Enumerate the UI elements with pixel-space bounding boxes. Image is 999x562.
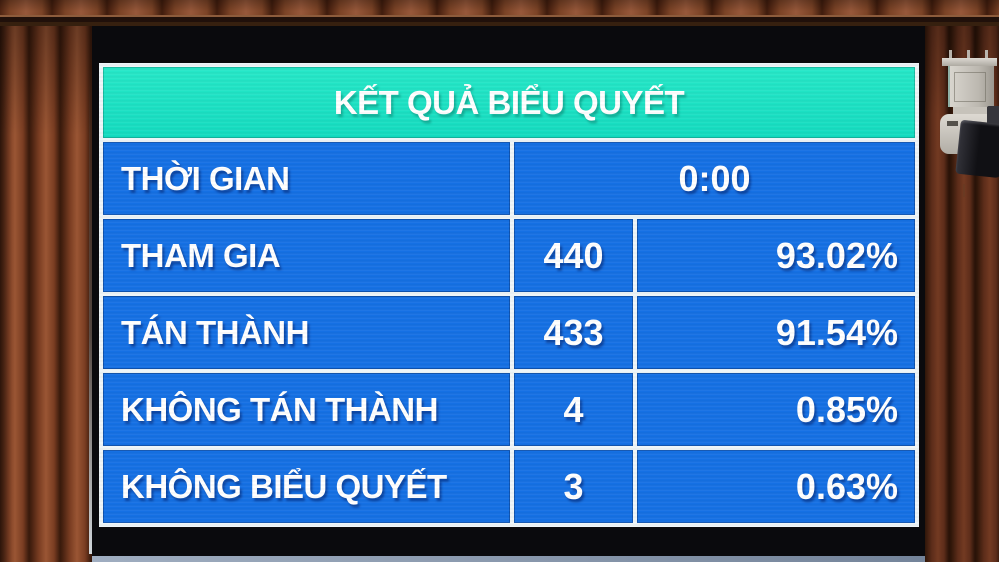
- time-value-cell: 0:00: [514, 142, 915, 215]
- wood-stain-mark: [963, 184, 965, 197]
- bezel-reflection: [89, 66, 92, 554]
- screen-ledge-strip: [92, 556, 925, 562]
- row-label: THAM GIA: [121, 237, 281, 274]
- wood-paneling-left: [0, 26, 93, 562]
- row-khong-bieu-quyet-percent-cell: 0.63%: [637, 450, 915, 523]
- row-count: 440: [543, 234, 604, 276]
- row-label: KHÔNG TÁN THÀNH: [121, 391, 438, 428]
- camera-mount-pin: [967, 50, 970, 59]
- row-tan-thanh-count-cell: 433: [514, 296, 633, 369]
- row-percent: 0.85%: [795, 388, 898, 430]
- time-label-cell: THỜI GIAN: [103, 142, 510, 215]
- wood-trim-rail: [0, 15, 999, 27]
- camera-body-label: [947, 121, 958, 126]
- row-tham-gia-count-cell: 440: [514, 219, 633, 292]
- board-title: KẾT QUẢ BIỂU QUYẾT: [333, 84, 685, 121]
- row-label: KHÔNG BIỂU QUYẾT: [121, 468, 447, 505]
- time-value: 0:00: [678, 157, 751, 199]
- row-khong-bieu-quyet-count-cell: 3: [514, 450, 633, 523]
- row-khong-tan-thanh-count-cell: 4: [514, 373, 633, 446]
- camera-mount-plate: [942, 58, 997, 66]
- row-khong-bieu-quyet-label-cell: KHÔNG BIỂU QUYẾT: [103, 450, 510, 523]
- time-label: THỜI GIAN: [121, 160, 290, 197]
- row-tan-thanh-percent-cell: 91.54%: [637, 296, 915, 369]
- row-khong-tan-thanh-percent-cell: 0.85%: [637, 373, 915, 446]
- camera-mount-pin: [985, 50, 988, 59]
- row-khong-tan-thanh-label-cell: KHÔNG TÁN THÀNH: [103, 373, 510, 446]
- row-percent: 91.54%: [775, 311, 898, 353]
- row-tham-gia-label-cell: THAM GIA: [103, 219, 510, 292]
- row-tham-gia-percent-cell: 93.02%: [637, 219, 915, 292]
- camera-lens: [955, 119, 999, 179]
- row-count: 3: [563, 465, 584, 507]
- table-title-cell: KẾT QUẢ BIỂU QUYẾT: [103, 67, 915, 138]
- row-label: TÁN THÀNH: [121, 314, 309, 351]
- camera-mount-pin: [949, 50, 952, 59]
- led-display-board: KẾT QUẢ BIỂU QUYẾT THỜI GIAN 0:00 THAM G…: [89, 26, 925, 557]
- row-tan-thanh-label-cell: TÁN THÀNH: [103, 296, 510, 369]
- wood-paneling-top: [0, 0, 999, 16]
- row-count: 4: [563, 388, 584, 430]
- camera-housing-panel: [954, 72, 986, 102]
- camera-neck: [953, 107, 987, 116]
- vote-results-table: KẾT QUẢ BIỂU QUYẾT THỜI GIAN 0:00 THAM G…: [99, 63, 919, 527]
- row-percent: 0.63%: [795, 465, 898, 507]
- security-camera: [938, 48, 999, 200]
- row-count: 433: [543, 311, 604, 353]
- row-percent: 93.02%: [775, 234, 898, 276]
